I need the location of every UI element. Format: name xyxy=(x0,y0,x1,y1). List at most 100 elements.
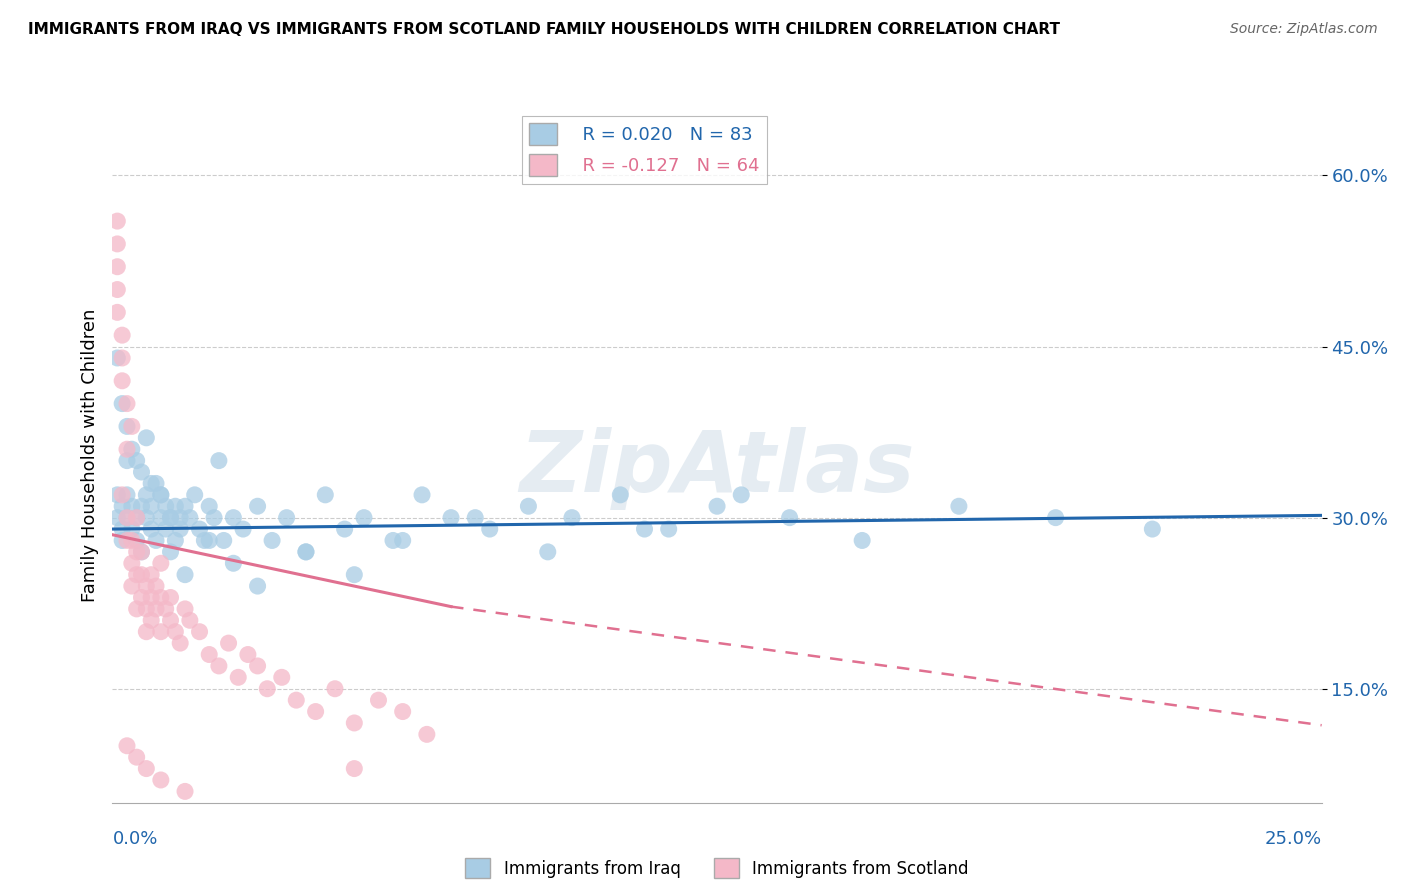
Point xyxy=(155,522,177,536)
Point xyxy=(111,328,134,343)
Point xyxy=(149,772,172,787)
Point xyxy=(155,500,177,514)
Point xyxy=(111,351,134,365)
Point xyxy=(174,784,197,798)
Point xyxy=(121,500,143,514)
Point xyxy=(115,442,138,457)
Point xyxy=(202,510,225,524)
Point xyxy=(165,533,187,548)
Point xyxy=(131,545,153,559)
Point xyxy=(125,750,148,764)
Point xyxy=(165,500,187,514)
Point xyxy=(169,636,191,650)
Point xyxy=(353,510,375,524)
Y-axis label: Family Households with Children: Family Households with Children xyxy=(80,309,98,601)
Point xyxy=(314,488,336,502)
Point xyxy=(851,533,873,548)
Point xyxy=(141,500,163,514)
Point xyxy=(125,602,148,616)
Point xyxy=(115,419,138,434)
Point xyxy=(730,488,752,502)
Point xyxy=(1045,510,1067,524)
Point xyxy=(141,613,163,627)
Point xyxy=(111,533,134,548)
Point xyxy=(149,488,172,502)
Point xyxy=(105,510,128,524)
Point xyxy=(779,510,801,524)
Point xyxy=(411,488,433,502)
Point xyxy=(131,465,153,479)
Point xyxy=(125,533,148,548)
Text: 25.0%: 25.0% xyxy=(1264,830,1322,847)
Point xyxy=(141,567,163,582)
Point xyxy=(141,591,163,605)
Point xyxy=(169,510,191,524)
Point xyxy=(159,591,181,605)
Point xyxy=(135,431,157,445)
Point xyxy=(121,556,143,570)
Point xyxy=(464,510,486,524)
Point xyxy=(658,522,681,536)
Point xyxy=(367,693,389,707)
Point xyxy=(236,648,259,662)
Point xyxy=(125,453,148,467)
Point xyxy=(416,727,439,741)
Point xyxy=(246,659,269,673)
Point xyxy=(517,500,540,514)
Point xyxy=(343,567,366,582)
Point xyxy=(111,500,134,514)
Point xyxy=(159,510,181,524)
Point xyxy=(343,762,366,776)
Point xyxy=(145,476,167,491)
Text: 0.0%: 0.0% xyxy=(112,830,157,847)
Point xyxy=(131,591,153,605)
Point xyxy=(391,533,413,548)
Point xyxy=(179,510,201,524)
Point xyxy=(115,510,138,524)
Point xyxy=(222,510,245,524)
Point xyxy=(125,545,148,559)
Point xyxy=(295,545,318,559)
Point xyxy=(111,374,134,388)
Point xyxy=(149,488,172,502)
Point xyxy=(193,533,215,548)
Point xyxy=(111,488,134,502)
Point xyxy=(440,510,463,524)
Point xyxy=(222,556,245,570)
Point xyxy=(135,602,157,616)
Point xyxy=(198,533,221,548)
Point xyxy=(218,636,240,650)
Point xyxy=(256,681,278,696)
Point xyxy=(115,453,138,467)
Text: Source: ZipAtlas.com: Source: ZipAtlas.com xyxy=(1230,22,1378,37)
Point xyxy=(208,659,231,673)
Point xyxy=(478,522,501,536)
Point xyxy=(285,693,308,707)
Point xyxy=(198,648,221,662)
Point xyxy=(125,510,148,524)
Point xyxy=(115,510,138,524)
Point xyxy=(145,533,167,548)
Point xyxy=(155,602,177,616)
Point xyxy=(333,522,356,536)
Point xyxy=(382,533,405,548)
Point xyxy=(115,396,138,410)
Point xyxy=(125,567,148,582)
Point xyxy=(131,567,153,582)
Point xyxy=(141,522,163,536)
Point xyxy=(226,670,249,684)
Point xyxy=(179,613,201,627)
Point xyxy=(561,510,583,524)
Point xyxy=(188,522,211,536)
Point xyxy=(105,283,128,297)
Point xyxy=(295,545,318,559)
Point xyxy=(159,545,181,559)
Point xyxy=(948,500,970,514)
Text: ZipAtlas: ZipAtlas xyxy=(519,427,915,510)
Point xyxy=(246,579,269,593)
Point xyxy=(135,762,157,776)
Point xyxy=(135,624,157,639)
Point xyxy=(174,500,197,514)
Point xyxy=(537,545,560,559)
Text: IMMIGRANTS FROM IRAQ VS IMMIGRANTS FROM SCOTLAND FAMILY HOUSEHOLDS WITH CHILDREN: IMMIGRANTS FROM IRAQ VS IMMIGRANTS FROM … xyxy=(28,22,1060,37)
